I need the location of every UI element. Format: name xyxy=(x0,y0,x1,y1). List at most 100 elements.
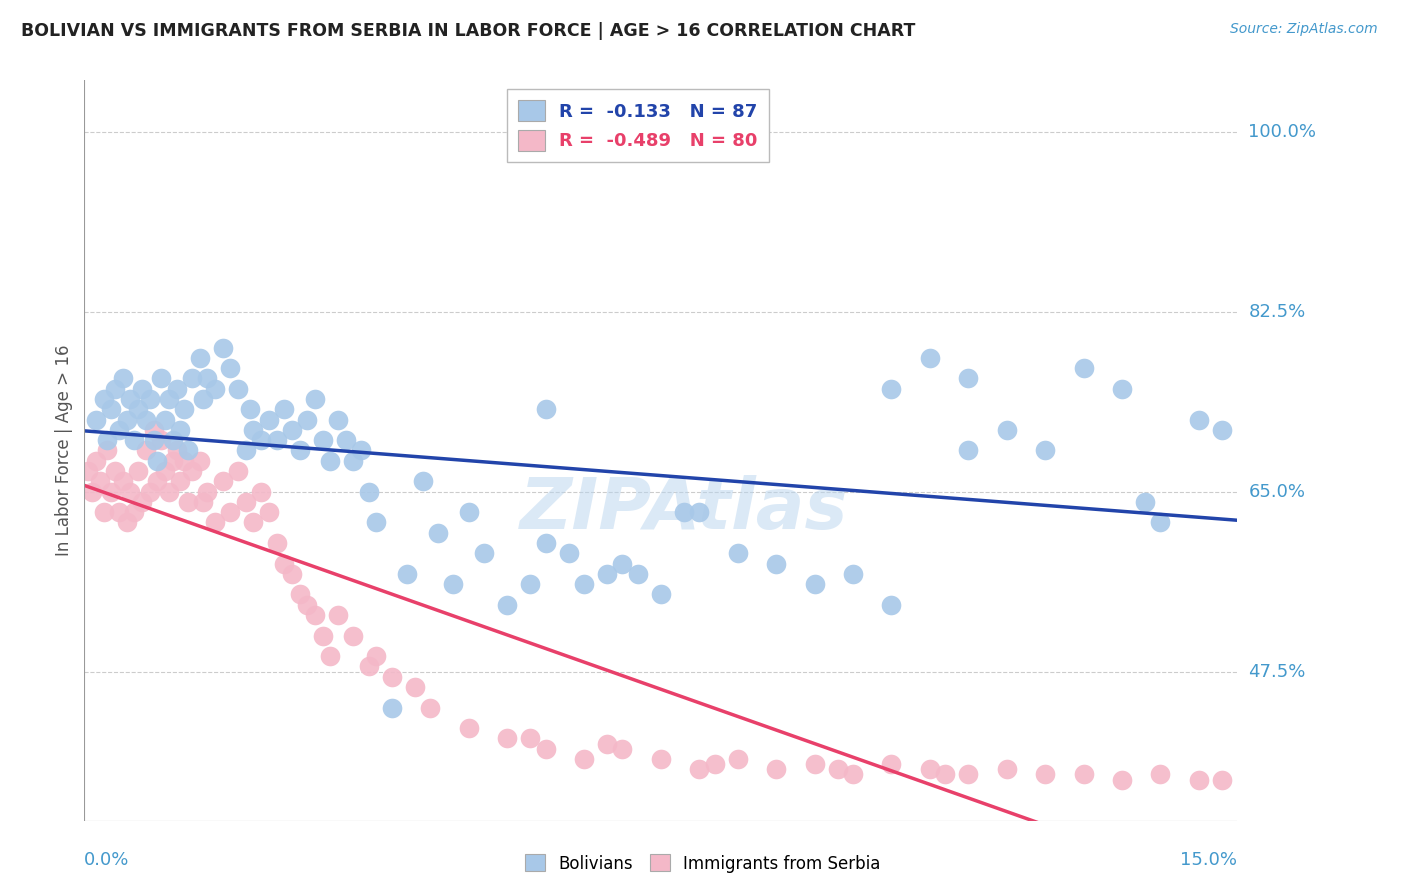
Point xyxy=(995,762,1018,776)
Point xyxy=(142,433,165,447)
Text: 15.0%: 15.0% xyxy=(1180,851,1237,869)
Point xyxy=(80,484,103,499)
Point xyxy=(596,737,619,751)
Point xyxy=(703,757,725,772)
Point xyxy=(1188,412,1211,426)
Point xyxy=(226,382,249,396)
Point xyxy=(496,598,519,612)
Point xyxy=(257,412,280,426)
Point xyxy=(104,464,127,478)
Point xyxy=(219,505,242,519)
Point xyxy=(1211,772,1233,787)
Point xyxy=(131,495,153,509)
Point xyxy=(131,382,153,396)
Point xyxy=(204,516,226,530)
Point xyxy=(1149,516,1171,530)
Point xyxy=(534,402,557,417)
Point xyxy=(266,536,288,550)
Point xyxy=(150,371,173,385)
Point xyxy=(1033,443,1056,458)
Text: Source: ZipAtlas.com: Source: ZipAtlas.com xyxy=(1230,22,1378,37)
Point xyxy=(195,371,218,385)
Point xyxy=(226,464,249,478)
Point xyxy=(1133,495,1156,509)
Point xyxy=(304,607,326,622)
Point xyxy=(572,577,595,591)
Point xyxy=(366,516,388,530)
Point xyxy=(108,423,131,437)
Point xyxy=(311,629,333,643)
Point xyxy=(880,757,903,772)
Point xyxy=(96,443,118,458)
Point xyxy=(219,361,242,376)
Point xyxy=(138,392,160,406)
Point xyxy=(96,433,118,447)
Point xyxy=(335,433,357,447)
Point xyxy=(211,341,233,355)
Point xyxy=(120,484,142,499)
Point xyxy=(326,412,349,426)
Point xyxy=(319,454,342,468)
Point xyxy=(273,402,295,417)
Point xyxy=(842,767,865,781)
Point xyxy=(127,464,149,478)
Point xyxy=(304,392,326,406)
Point xyxy=(472,546,495,560)
Text: ZIPAtlas: ZIPAtlas xyxy=(520,475,848,544)
Point xyxy=(1188,772,1211,787)
Point xyxy=(366,649,388,664)
Point xyxy=(918,762,941,776)
Point xyxy=(880,382,903,396)
Point xyxy=(120,392,142,406)
Text: 100.0%: 100.0% xyxy=(1249,123,1316,141)
Point xyxy=(235,495,257,509)
Point xyxy=(195,484,218,499)
Point xyxy=(84,454,107,468)
Point xyxy=(84,412,107,426)
Point xyxy=(127,402,149,417)
Point xyxy=(1033,767,1056,781)
Legend: R =  -0.133   N = 87, R =  -0.489   N = 80: R = -0.133 N = 87, R = -0.489 N = 80 xyxy=(508,89,769,161)
Point xyxy=(297,412,319,426)
Point xyxy=(572,752,595,766)
Point xyxy=(115,412,138,426)
Point xyxy=(281,423,304,437)
Point xyxy=(412,475,434,489)
Point xyxy=(419,700,441,714)
Point xyxy=(242,516,264,530)
Point xyxy=(108,505,131,519)
Point xyxy=(381,670,404,684)
Point xyxy=(181,464,204,478)
Point xyxy=(519,577,541,591)
Point xyxy=(288,443,311,458)
Point xyxy=(918,351,941,365)
Point xyxy=(557,546,579,560)
Point xyxy=(319,649,342,664)
Point xyxy=(672,505,695,519)
Point xyxy=(142,423,165,437)
Point xyxy=(250,433,273,447)
Point xyxy=(135,443,157,458)
Point xyxy=(281,566,304,581)
Point xyxy=(297,598,319,612)
Point xyxy=(111,475,134,489)
Point xyxy=(157,484,180,499)
Point xyxy=(115,516,138,530)
Point xyxy=(357,659,380,673)
Point xyxy=(957,767,980,781)
Point xyxy=(177,495,200,509)
Point xyxy=(193,495,215,509)
Point xyxy=(242,423,264,437)
Point xyxy=(880,598,903,612)
Point xyxy=(146,475,169,489)
Point xyxy=(157,392,180,406)
Point xyxy=(239,402,262,417)
Point xyxy=(457,505,479,519)
Point xyxy=(124,505,146,519)
Point xyxy=(457,721,479,735)
Point xyxy=(100,402,122,417)
Point xyxy=(166,443,188,458)
Point xyxy=(1111,382,1133,396)
Point xyxy=(77,464,100,478)
Point xyxy=(173,454,195,468)
